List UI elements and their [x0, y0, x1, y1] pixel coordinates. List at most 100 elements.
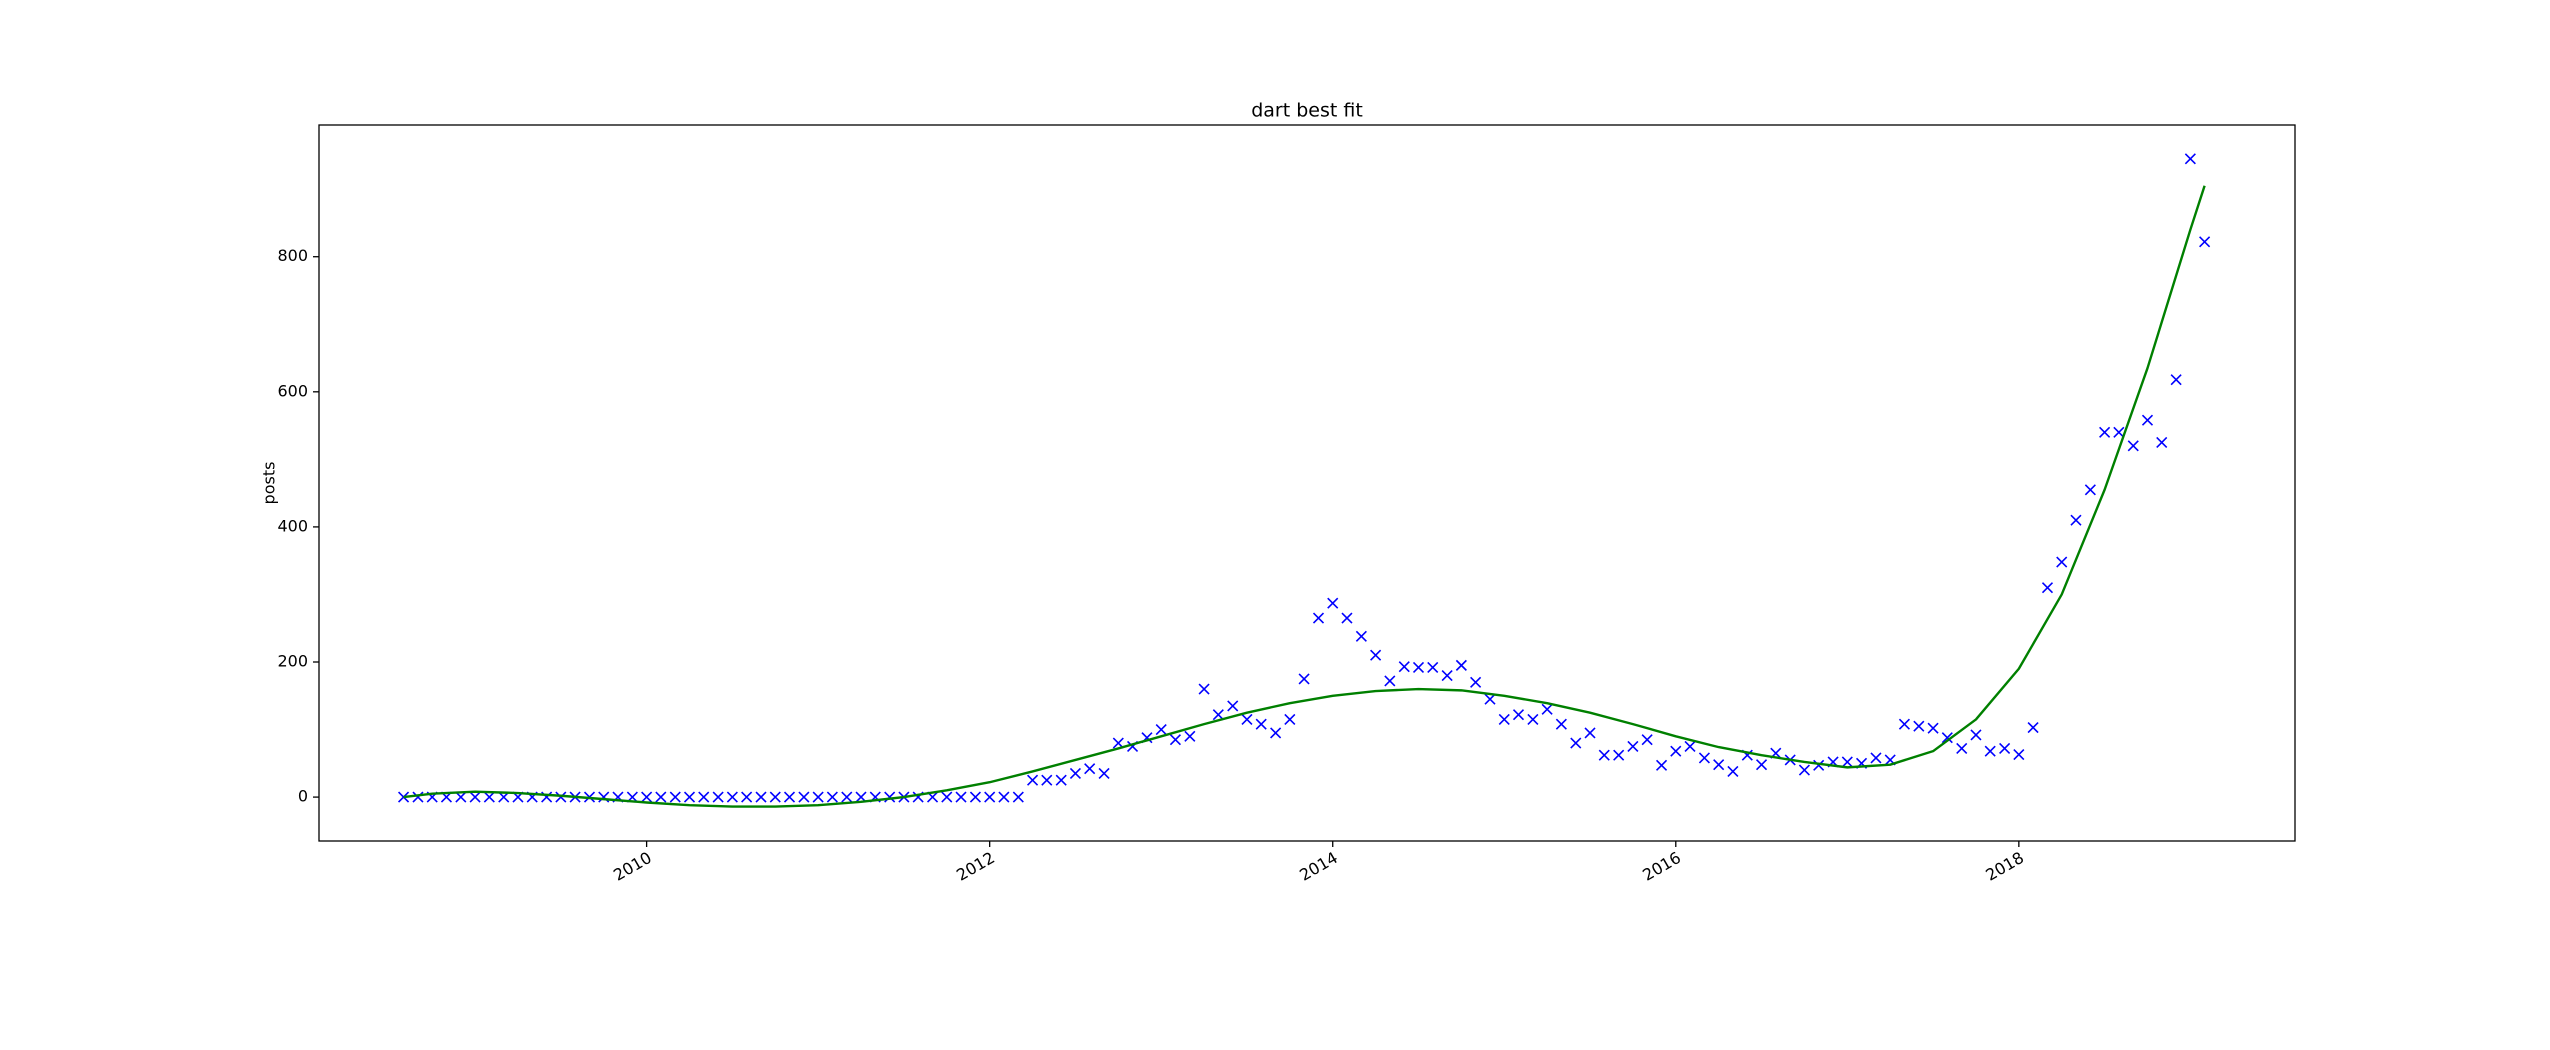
data-point	[1755, 759, 1768, 771]
data-point	[769, 791, 781, 803]
data-point	[812, 791, 824, 803]
data-point	[969, 791, 982, 803]
data-point	[1956, 742, 1968, 755]
data-point	[1870, 752, 1882, 764]
data-point	[1012, 791, 1024, 803]
data-point	[641, 791, 653, 803]
data-point	[669, 791, 681, 803]
data-point	[683, 791, 696, 803]
data-point	[1184, 730, 1196, 742]
chart-title: dart best fit	[1251, 100, 1363, 122]
data-point	[1999, 742, 2011, 755]
data-point	[2013, 748, 2025, 761]
data-point	[397, 791, 410, 803]
data-point	[1898, 718, 1910, 730]
data-point	[941, 791, 953, 803]
data-point	[2156, 436, 2168, 449]
data-point	[1527, 713, 1539, 725]
data-point	[755, 791, 767, 803]
data-point	[1727, 765, 1739, 777]
data-point	[1198, 683, 1210, 695]
data-point	[998, 791, 1010, 803]
data-point	[1798, 764, 1810, 776]
data-point	[1155, 723, 1167, 736]
data-point	[1655, 759, 1668, 771]
data-point	[412, 791, 424, 803]
data-point	[798, 791, 810, 803]
data-point	[1927, 722, 1939, 734]
data-point	[1169, 734, 1182, 746]
data-point	[1370, 649, 1382, 661]
data-point	[1270, 727, 1282, 739]
data-point	[1841, 756, 1853, 768]
data-point	[1941, 732, 1953, 744]
data-point	[1698, 752, 1710, 764]
data-point	[1069, 767, 1082, 780]
data-point	[1355, 630, 1367, 642]
data-point	[1512, 709, 1525, 721]
data-point	[1484, 693, 1496, 705]
data-point	[1970, 729, 1982, 741]
data-point	[2199, 236, 2211, 248]
data-point	[826, 791, 838, 803]
data-point	[1470, 676, 1482, 688]
y-tick-label: 400	[277, 516, 308, 535]
data-point	[2127, 440, 2139, 452]
data-point	[841, 791, 853, 803]
data-point	[1570, 737, 1582, 749]
data-point	[984, 791, 996, 803]
data-point	[2113, 426, 2125, 438]
data-point	[783, 791, 796, 803]
data-point	[726, 791, 738, 803]
data-point	[2141, 414, 2154, 426]
data-point	[1227, 700, 1239, 712]
data-point	[1641, 734, 1653, 746]
data-point	[469, 791, 481, 803]
data-point	[455, 791, 467, 803]
fit-line	[403, 185, 2206, 808]
data-point	[1026, 774, 1039, 786]
data-point	[1684, 740, 1696, 752]
data-point	[2041, 582, 2054, 594]
data-point	[1455, 659, 1467, 671]
data-point	[1627, 740, 1639, 752]
plot-frame	[318, 124, 2296, 842]
data-point	[1541, 703, 1553, 715]
data-point	[1212, 709, 1224, 721]
y-tick-label: 800	[277, 246, 308, 265]
data-point	[1441, 669, 1453, 682]
data-point	[1398, 661, 1410, 673]
data-point	[1098, 767, 1110, 780]
y-tick-label: 0	[298, 787, 308, 806]
data-point	[712, 791, 724, 803]
data-point	[2099, 426, 2111, 438]
data-point	[1412, 661, 1425, 673]
data-point	[1984, 745, 1996, 757]
y-tick-label: 200	[277, 652, 308, 671]
data-point	[2027, 721, 2039, 734]
data-point	[741, 791, 753, 803]
data-point	[555, 791, 567, 803]
data-point	[1670, 745, 1682, 757]
data-point	[483, 791, 495, 803]
data-point	[1041, 774, 1053, 786]
data-point	[2084, 484, 2096, 496]
data-point	[1498, 713, 1510, 725]
data-point	[884, 791, 896, 803]
data-point	[1298, 673, 1310, 685]
data-point	[1241, 713, 1253, 725]
data-point	[1813, 759, 1825, 771]
data-point	[1341, 612, 1353, 624]
data-point	[1713, 759, 1725, 771]
data-point	[2170, 374, 2182, 386]
data-point	[1327, 597, 1339, 609]
data-point	[2056, 556, 2068, 568]
data-point	[1384, 675, 1396, 687]
data-point	[655, 791, 667, 803]
data-point	[1055, 774, 1067, 786]
data-point	[1312, 612, 1325, 624]
data-point	[1584, 727, 1596, 739]
data-point	[2070, 514, 2082, 526]
